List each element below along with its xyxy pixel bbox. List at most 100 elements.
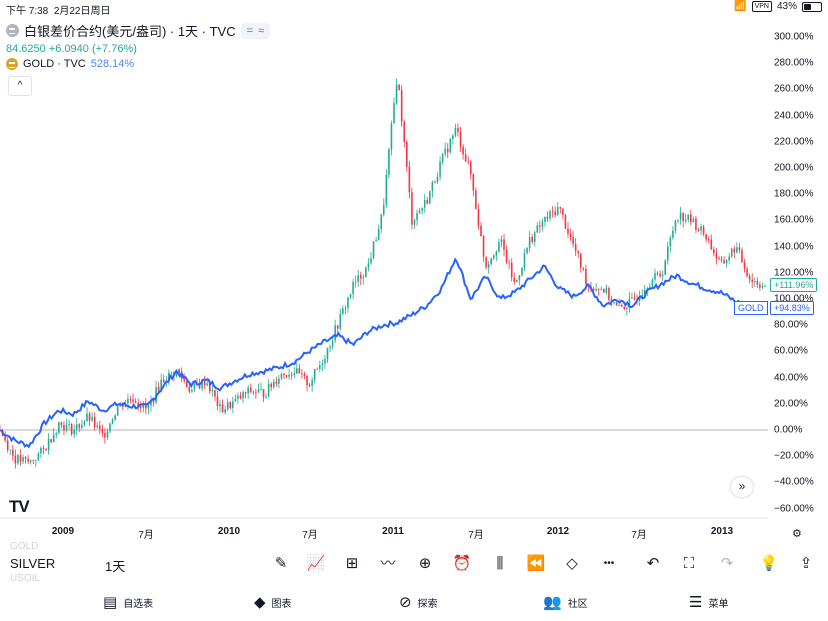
candle-body (334, 325, 336, 341)
next-symbol-ghost[interactable]: USOIL (10, 573, 41, 584)
candle-body (654, 273, 656, 280)
layout-grid-icon[interactable]: ⊞ (345, 555, 359, 572)
y-axis-label: 140.00% (774, 241, 814, 253)
candle-body (106, 431, 109, 438)
tab-chart[interactable]: ◆ 图表 (254, 593, 292, 611)
layers-icon[interactable]: ◇ (566, 555, 578, 572)
candle-body (656, 273, 659, 275)
candle-body (487, 264, 490, 268)
candle-body (579, 253, 582, 268)
scroll-to-latest-button[interactable]: » (731, 477, 753, 497)
candle-body (444, 148, 446, 154)
candle-body (684, 219, 687, 221)
candle-body (203, 379, 206, 386)
compare-symbol-title[interactable]: GOLD · TVC (23, 58, 86, 70)
candle-body (411, 192, 413, 225)
candle-body (643, 289, 646, 295)
interval-selector[interactable]: 1天 (105, 559, 126, 574)
candle-body (150, 400, 152, 406)
candle-body (687, 214, 690, 220)
idea-icon[interactable]: 💡 (759, 555, 779, 572)
candle-body (677, 219, 679, 221)
previous-symbol-ghost[interactable]: GOLD (10, 541, 39, 552)
candle-body (421, 207, 423, 211)
candle-body (370, 258, 372, 264)
candle-body (728, 256, 730, 261)
draw-pen-icon[interactable]: ✎ (274, 555, 288, 572)
candle-body (674, 220, 677, 231)
candle-body (446, 148, 449, 153)
main-symbol-title[interactable]: 白银差价合约(美元/盎司) · 1天 · TVC (24, 24, 236, 39)
candle-body (615, 302, 618, 306)
tab-label: 菜单 (708, 598, 729, 610)
add-icon[interactable]: ⊕ (418, 555, 432, 572)
candle-body (682, 212, 684, 221)
candle-body (372, 241, 375, 259)
undo-icon[interactable]: ↶ (646, 555, 660, 572)
candle-body (354, 281, 357, 283)
y-axis-label: 60.00% (774, 345, 808, 357)
candle-body (426, 200, 429, 204)
candle-body (185, 381, 188, 387)
candle-body (96, 425, 99, 428)
candle-body (508, 262, 510, 264)
symbol-selector[interactable]: SILVER (10, 556, 56, 571)
battery-icon (802, 1, 822, 12)
candle-body (280, 374, 283, 379)
candle-body (183, 378, 186, 382)
tab-watchlist[interactable]: ▤ 自选表 (103, 593, 153, 611)
candle-body (211, 390, 214, 392)
candle-body (321, 363, 324, 366)
candle-body (454, 127, 457, 136)
tab-community[interactable]: 👥 社区 (543, 593, 588, 611)
y-axis-label: 0.00% (774, 424, 803, 436)
redo-icon[interactable]: ↷ (720, 555, 734, 572)
legend-collapse-button[interactable]: ^ (8, 76, 32, 96)
candle-body (88, 413, 91, 421)
candle-body (224, 409, 226, 413)
candle-body (651, 279, 654, 287)
candle-body (285, 375, 288, 377)
chart-style-icon[interactable]: 〰 (380, 555, 396, 572)
more-icon[interactable]: ••• (603, 558, 615, 569)
x-axis-label: 7月 (138, 530, 154, 541)
candle-body (638, 296, 641, 301)
replay-icon[interactable]: ⏪ (526, 555, 546, 572)
candle-body (257, 389, 260, 393)
indicators-icon[interactable]: 📈 (306, 555, 326, 572)
chart-settings-icon[interactable]: ⚙ (792, 528, 802, 540)
candle-body (597, 289, 600, 291)
candle-body (533, 232, 536, 242)
y-axis-label: 120.00% (774, 267, 814, 279)
tab-menu[interactable]: ☰ 菜单 (689, 593, 728, 611)
candle-body (247, 387, 249, 394)
x-axis-label: 7月 (468, 530, 484, 541)
candles-icon[interactable]: ⫼ (496, 555, 504, 572)
alarm-icon[interactable]: ⏰ (452, 555, 472, 572)
candle-body (567, 228, 569, 234)
candle-body (324, 359, 326, 364)
candle-body (70, 423, 73, 435)
candle-body (147, 405, 150, 409)
candle-body (111, 419, 114, 424)
candle-body (375, 240, 377, 242)
fullscreen-icon[interactable]: ⛶ (683, 555, 695, 572)
candle-body (101, 429, 104, 434)
candle-body (78, 424, 81, 428)
silver-last-value-tag: +111.96% (770, 278, 818, 292)
compare-mode-pill[interactable]: = ≈ (240, 22, 271, 39)
candle-body (738, 247, 741, 251)
candle-body (480, 225, 482, 237)
candle-body (91, 416, 93, 421)
candle-body (595, 289, 597, 291)
share-icon[interactable]: ⇪ (799, 555, 813, 572)
candle-body (262, 389, 265, 398)
tab-explore[interactable]: ⊘ 探索 (399, 593, 438, 611)
candle-body (214, 390, 216, 397)
candle-body (459, 131, 462, 147)
x-axis-label: 2012 (546, 526, 570, 537)
candle-body (605, 288, 608, 293)
y-axis-label: 40.00% (774, 372, 808, 384)
candle-body (295, 368, 298, 374)
